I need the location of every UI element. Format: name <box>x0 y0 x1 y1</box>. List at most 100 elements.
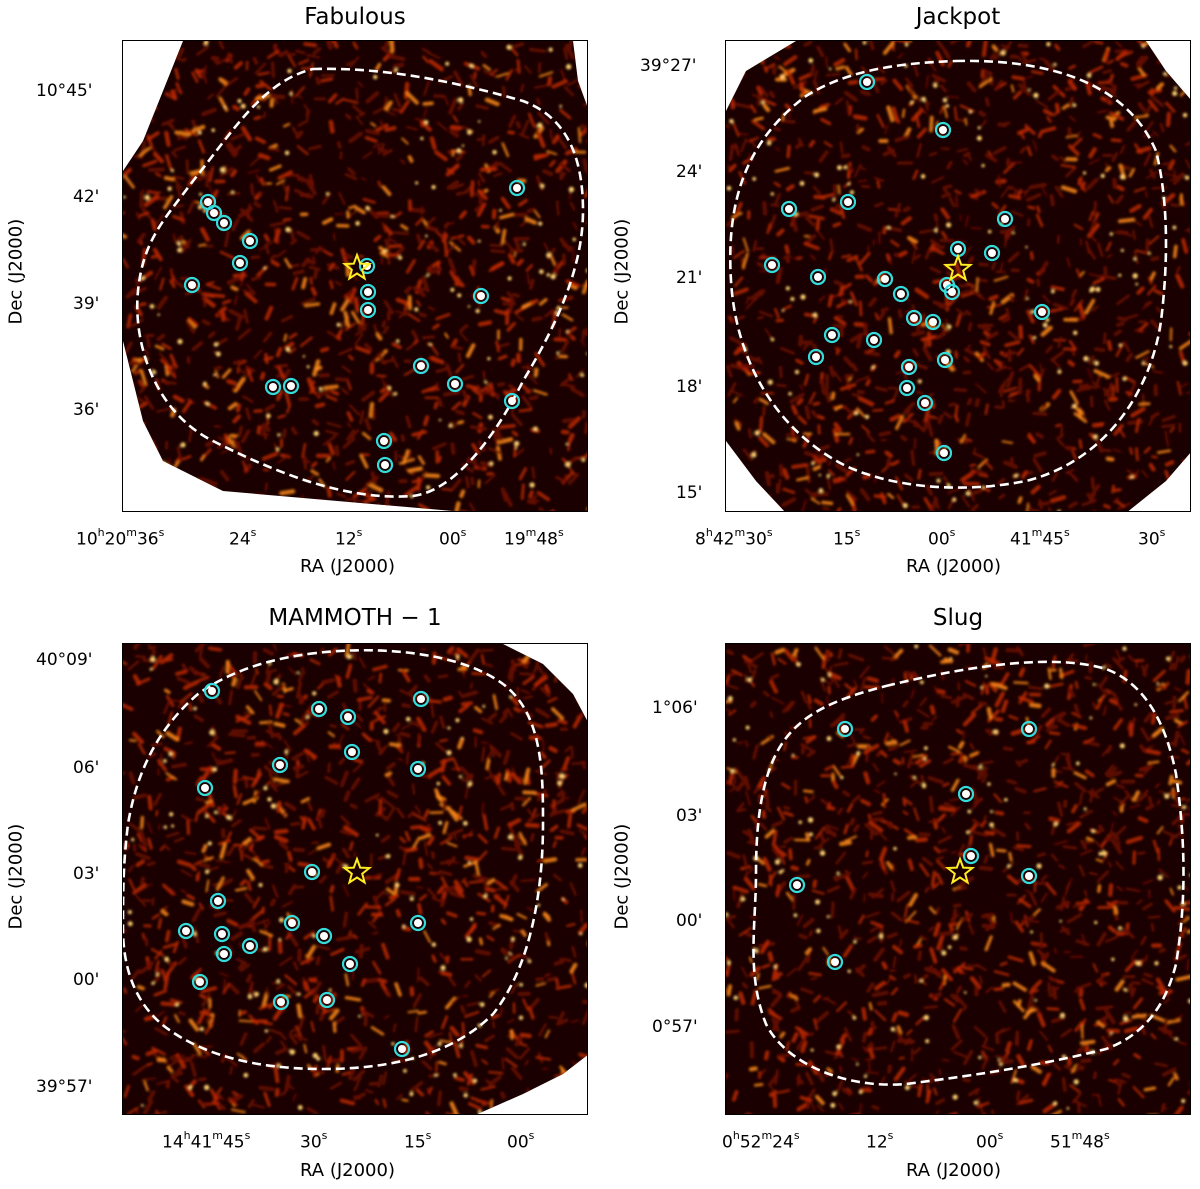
ytick-label: 36' <box>73 400 100 420</box>
ytick-label: 00' <box>73 970 100 990</box>
source-circle <box>343 743 361 761</box>
source-core <box>903 384 911 392</box>
map-frame <box>725 40 1191 512</box>
source-circle <box>780 200 798 218</box>
source-core <box>346 960 354 968</box>
source-circle <box>283 914 301 932</box>
source-circle <box>983 244 1001 262</box>
source-circle <box>508 179 526 197</box>
source-circle <box>962 847 980 865</box>
xtick-label: 14h41m45s <box>162 1129 251 1153</box>
source-core <box>246 942 254 950</box>
radio-map <box>726 644 1190 1114</box>
source-core <box>940 449 948 457</box>
xtick-label: 30s <box>300 1129 328 1153</box>
source-core <box>828 331 836 339</box>
ytick-label: 00' <box>676 911 703 931</box>
source-core <box>508 397 516 405</box>
source-circle <box>905 309 923 327</box>
source-circle <box>315 927 333 945</box>
map-frame <box>122 40 588 512</box>
xtick-label: 8h42m30s <box>695 526 773 550</box>
source-core <box>1038 308 1046 316</box>
source-circle <box>310 700 328 718</box>
source-core <box>380 437 388 445</box>
source-circle <box>241 937 259 955</box>
source-core <box>513 184 521 192</box>
source-circle <box>826 953 844 971</box>
source-circle <box>858 73 876 91</box>
xtick-label: 00s <box>976 1129 1004 1153</box>
source-circle <box>412 357 430 375</box>
y-axis-label: Dec (J2000) <box>5 218 27 325</box>
ytick-label: 24' <box>676 162 703 182</box>
x-axis-label: RA (J2000) <box>906 1160 1001 1181</box>
x-axis-label: RA (J2000) <box>906 556 1001 577</box>
source-core <box>768 261 776 269</box>
source-core <box>814 273 822 281</box>
source-core <box>182 927 190 935</box>
x-axis-label: RA (J2000) <box>300 1160 395 1181</box>
coverage-contour <box>729 59 1168 489</box>
ytick-label: 1°06' <box>652 698 698 718</box>
noise-field <box>123 644 587 1114</box>
ytick-label: 40°09' <box>36 650 93 670</box>
source-core <box>381 461 389 469</box>
source-core <box>220 219 228 227</box>
source-core <box>844 198 852 206</box>
source-circle <box>892 285 910 303</box>
ytick-label: 18' <box>676 377 703 397</box>
xtick-label: 00s <box>507 1129 535 1153</box>
source-circle <box>900 358 918 376</box>
source-core <box>1025 872 1033 880</box>
ytick-label: 21' <box>676 268 703 288</box>
source-core <box>785 205 793 213</box>
source-circle <box>936 351 954 369</box>
source-core <box>1025 725 1033 733</box>
source-circle <box>934 121 952 139</box>
source-circle <box>836 720 854 738</box>
source-core <box>218 930 226 938</box>
source-core <box>962 790 970 798</box>
ytick-label: 39' <box>73 294 100 314</box>
source-core <box>831 958 839 966</box>
source-circle <box>282 377 300 395</box>
coverage-contour <box>752 660 1185 1086</box>
radio-map <box>726 41 1190 511</box>
source-circle <box>359 283 377 301</box>
source-core <box>954 245 962 253</box>
y-axis-label: Dec (J2000) <box>611 823 633 930</box>
ytick-label: 39°57' <box>36 1077 93 1097</box>
source-circle <box>823 326 841 344</box>
source-circle <box>215 945 233 963</box>
xtick-label: 15s <box>404 1129 432 1153</box>
noise-field <box>726 41 1190 511</box>
source-core <box>417 695 425 703</box>
source-circle <box>1020 867 1038 885</box>
source-circle <box>231 254 249 272</box>
panel-title: MAMMOTH − 1 <box>268 605 442 631</box>
y-axis-label: Dec (J2000) <box>611 218 633 325</box>
source-core <box>881 275 889 283</box>
source-circle <box>183 276 201 294</box>
source-circle <box>264 378 282 396</box>
xtick-label: 10h20m36s <box>76 526 165 550</box>
source-core <box>870 336 878 344</box>
source-circle <box>763 256 781 274</box>
source-circle <box>203 682 221 700</box>
source-core <box>841 725 849 733</box>
source-circle <box>409 914 427 932</box>
source-core <box>398 1045 406 1053</box>
source-core <box>196 978 204 986</box>
source-circle <box>996 210 1014 228</box>
source-core <box>364 288 372 296</box>
source-circle <box>898 379 916 397</box>
source-circle <box>788 876 806 894</box>
ytick-label: 10°45' <box>36 81 93 101</box>
source-circle <box>809 268 827 286</box>
source-core <box>287 382 295 390</box>
source-core <box>863 78 871 86</box>
source-core <box>188 281 196 289</box>
source-circle <box>271 756 289 774</box>
source-circle <box>303 863 321 881</box>
